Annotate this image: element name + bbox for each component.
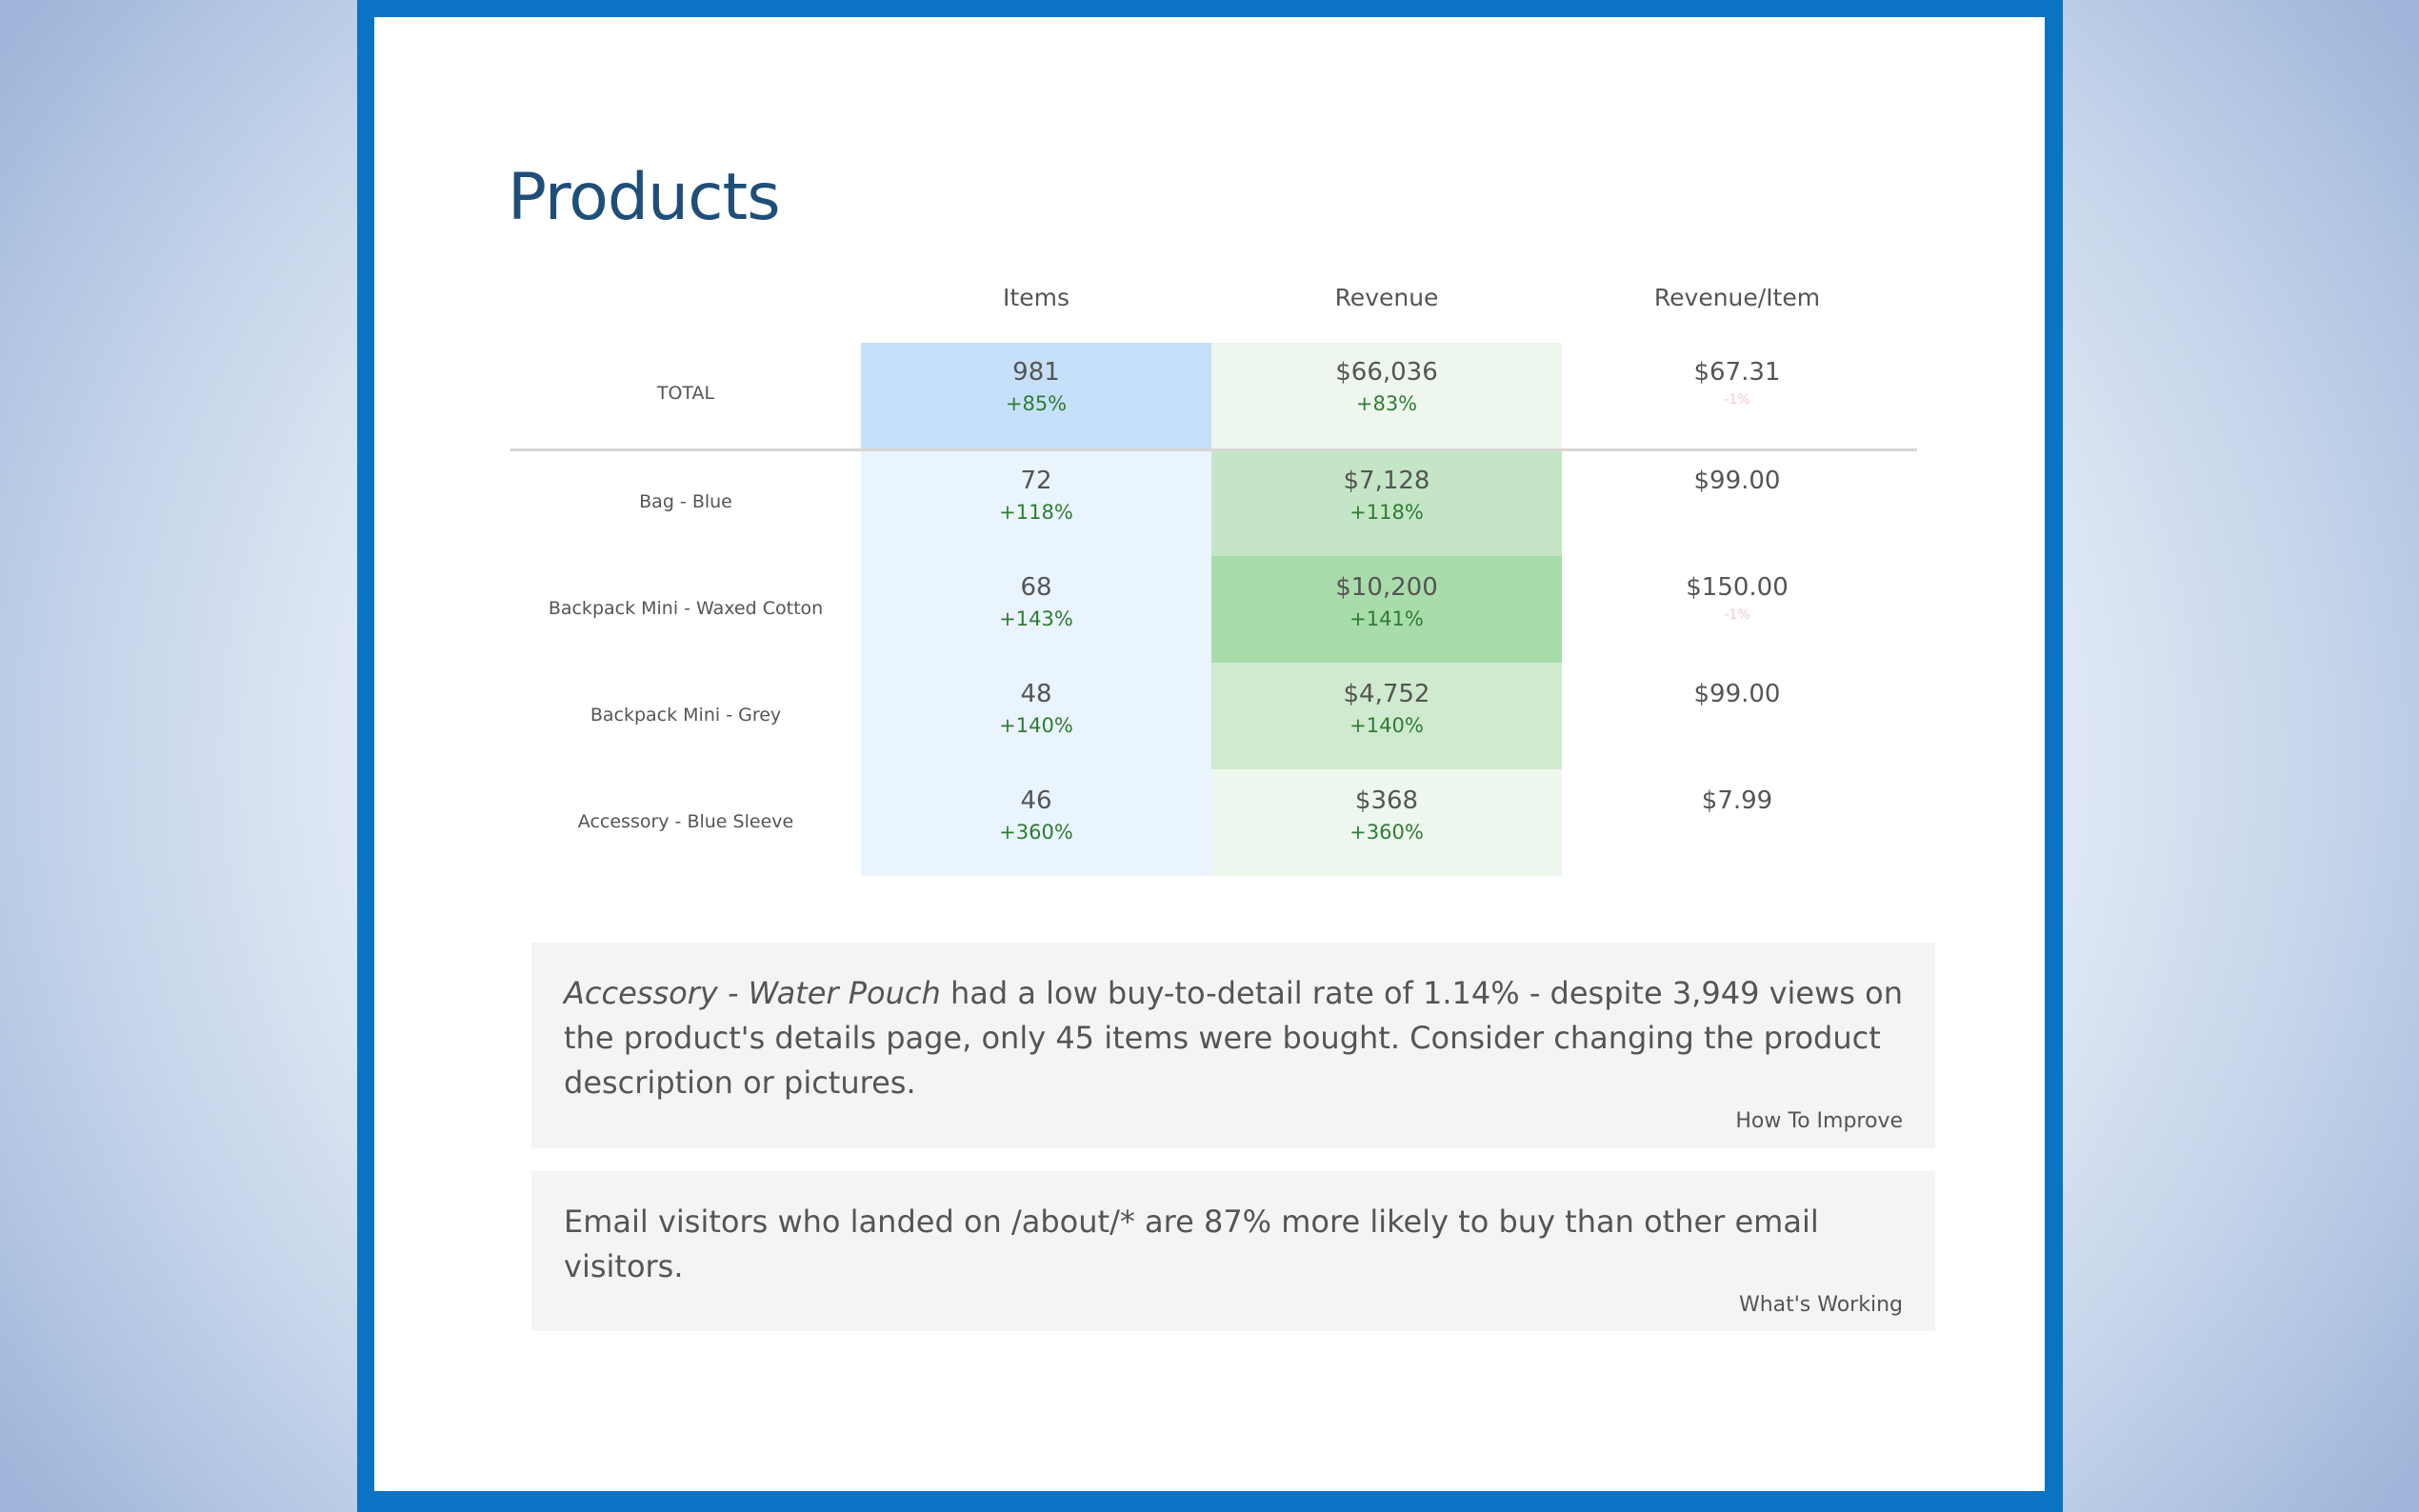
revenue-total-bg	[1211, 343, 1562, 449]
rev-per-item-cell: $99.00	[1562, 451, 1912, 558]
items-cell: 68 +143%	[861, 558, 1211, 665]
rev-per-item-cell: $7.99	[1562, 771, 1912, 878]
col-header-revenue-per-item: Revenue/Item	[1653, 284, 1821, 311]
items-value: 68	[1020, 573, 1052, 602]
revenue-row2-bg	[1211, 556, 1562, 663]
row-label: Accessory - Blue Sleeve	[577, 811, 794, 832]
total-items-value: 981	[1012, 358, 1060, 387]
items-column-bg	[861, 449, 1211, 876]
insight-tag-link[interactable]: How To Improve	[1735, 1109, 1903, 1133]
revenue-cell: $7,128 +118%	[1211, 451, 1562, 558]
presentation-frame: Products Items Revenue Revenue/Item TOTA…	[357, 0, 2063, 1512]
insight-card-how-to-improve: Accessory - Water Pouch had a low buy-to…	[531, 943, 1935, 1148]
revenue-cell: $10,200 +141%	[1211, 558, 1562, 665]
insight-text: Accessory - Water Pouch had a low buy-to…	[564, 971, 1903, 1105]
revenue-row1-bg	[1211, 449, 1562, 556]
total-revenue-cell: $66,036 +83%	[1211, 343, 1562, 449]
revenue-row4-bg	[1211, 769, 1562, 876]
items-value: 72	[1020, 467, 1052, 495]
rev-per-item-cell: $99.00	[1562, 665, 1912, 771]
total-items-delta: +85%	[1005, 392, 1068, 415]
row-label: Backpack Mini - Grey	[590, 705, 782, 726]
total-revenue-delta: +83%	[1355, 392, 1418, 415]
items-cell: 48 +140%	[861, 665, 1211, 771]
revenue-delta: +118%	[1349, 501, 1424, 524]
rev-per-item-delta: -1%	[1724, 607, 1750, 623]
total-label: TOTAL	[656, 383, 715, 404]
revenue-delta: +141%	[1349, 607, 1424, 630]
col-header-revenue: Revenue	[1334, 284, 1439, 311]
total-rev-per-item-cell: $67.31 -1%	[1562, 343, 1912, 449]
insight-body: had a low buy-to-detail rate of 1.14% - …	[564, 975, 1903, 1101]
revenue-cell: $368 +360%	[1211, 771, 1562, 878]
total-revenue-value: $66,036	[1335, 358, 1438, 387]
revenue-value: $368	[1354, 786, 1419, 815]
insight-product-name: Accessory - Water Pouch	[564, 975, 941, 1011]
revenue-value: $7,128	[1343, 467, 1430, 495]
items-delta: +140%	[999, 714, 1073, 737]
page-title: Products	[508, 160, 781, 235]
items-total-bg	[861, 343, 1211, 449]
items-value: 46	[1020, 786, 1052, 815]
row-label: Bag - Blue	[639, 491, 732, 512]
items-delta: +143%	[999, 607, 1073, 630]
report-page: Products Items Revenue Revenue/Item TOTA…	[374, 17, 2045, 1491]
items-value: 48	[1020, 680, 1052, 708]
col-header-items: Items	[1003, 284, 1070, 311]
revenue-delta: +360%	[1349, 821, 1424, 844]
insight-text: Email visitors who landed on /about/* ar…	[564, 1200, 1903, 1289]
total-rev-per-item-delta: -1%	[1724, 392, 1750, 408]
revenue-value: $4,752	[1343, 680, 1430, 708]
items-cell: 72 +118%	[861, 451, 1211, 558]
items-delta: +118%	[999, 501, 1073, 524]
revenue-row3-bg	[1211, 663, 1562, 769]
insight-tag-link[interactable]: What's Working	[1738, 1293, 1903, 1317]
items-cell: 46 +360%	[861, 771, 1211, 878]
items-delta: +360%	[999, 821, 1073, 844]
total-divider	[510, 448, 1917, 451]
rev-per-item-value: $7.99	[1701, 786, 1773, 815]
row-label: Backpack Mini - Waxed Cotton	[548, 598, 824, 619]
total-items-cell: 981 +85%	[861, 343, 1211, 449]
rev-per-item-value: $99.00	[1693, 467, 1781, 495]
insight-body: Email visitors who landed on /about/* ar…	[564, 1204, 1819, 1284]
revenue-value: $10,200	[1335, 573, 1438, 602]
rev-per-item-value: $150.00	[1686, 573, 1789, 602]
total-rev-per-item-value: $67.31	[1693, 358, 1781, 387]
insight-card-whats-working: Email visitors who landed on /about/* ar…	[531, 1171, 1935, 1331]
revenue-cell: $4,752 +140%	[1211, 665, 1562, 771]
rev-per-item-value: $99.00	[1693, 680, 1781, 708]
revenue-delta: +140%	[1349, 714, 1424, 737]
rev-per-item-cell: $150.00 -1%	[1562, 558, 1912, 665]
